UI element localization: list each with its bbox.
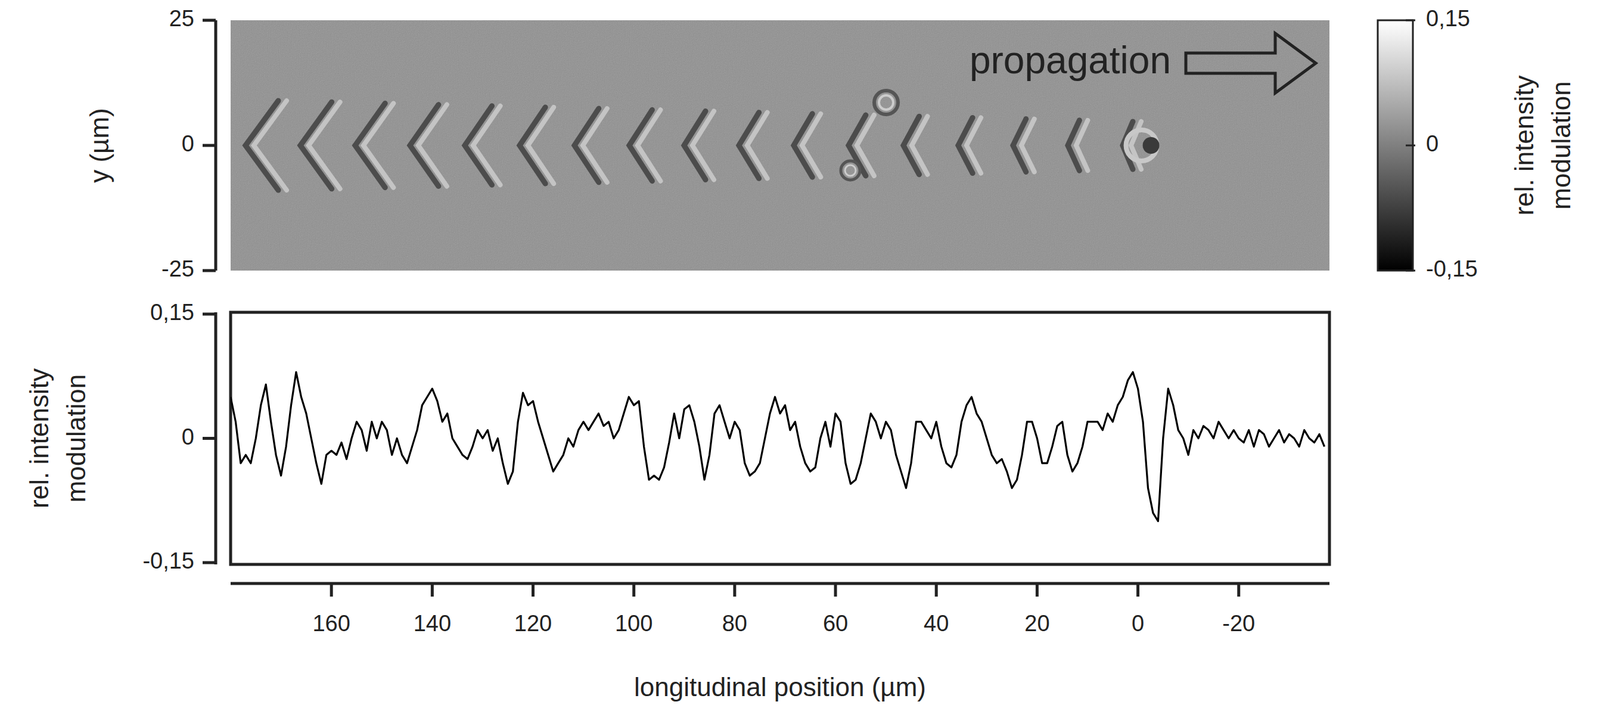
fringe-light [911, 116, 928, 175]
y-tick-label: 0 [181, 131, 195, 157]
y-tick-label: -25 [161, 256, 195, 282]
fringe-light [308, 101, 341, 189]
fringe-light [747, 112, 768, 179]
fringe-dark [574, 108, 599, 183]
y-tick [202, 312, 216, 316]
x-tick-label: 0 [1131, 610, 1145, 636]
fringe-light [582, 108, 608, 183]
y-tick [202, 269, 216, 273]
ring-dark [1142, 137, 1160, 154]
image-noise [230, 20, 1330, 271]
fringe-light [1076, 120, 1088, 171]
y-tick [202, 19, 216, 23]
fringe-light [363, 103, 394, 188]
fringe-dark [409, 104, 439, 187]
colorbar-tick-label: 0,15 [1425, 5, 1471, 31]
y-tick-label: 25 [169, 5, 195, 31]
x-tick [1237, 583, 1241, 597]
title-line: rel. intensity [24, 368, 54, 509]
x-tick [531, 583, 535, 597]
fringe-dark [519, 107, 546, 184]
x-tick [1035, 583, 1039, 597]
x-tick [834, 583, 838, 597]
fringe-light [966, 117, 981, 173]
fringe-light [802, 113, 821, 177]
colorbar-tick-label: -0,15 [1425, 256, 1478, 282]
fringe-light [637, 109, 661, 181]
colorbar-tick [1405, 19, 1416, 22]
y-axis-title: rel. intensitymodulation [24, 368, 91, 509]
figure: propagation 25 0 -25 y (µm) 0,15 0 -0,15 rel. in… [0, 0, 1600, 714]
fringe-dark [629, 109, 652, 181]
title-line: modulation [61, 374, 91, 503]
colorbar-tick [1405, 269, 1416, 272]
x-tick [430, 583, 434, 597]
x-tick-label: 120 [514, 610, 552, 636]
title-line: modulation [1546, 81, 1576, 210]
y-tick [202, 144, 216, 148]
fringe-light [473, 106, 501, 186]
x-tick-label: 140 [413, 610, 452, 636]
fringe-light [527, 107, 554, 184]
y-tick-label: 0 [181, 424, 195, 450]
x-axis [230, 582, 1330, 586]
fringe-dark [355, 103, 385, 188]
y-axis-title: y (µm) [84, 107, 114, 183]
intensity-line [230, 371, 1325, 521]
x-tick-label: 60 [822, 610, 848, 636]
title-line: rel. intensity [1509, 75, 1539, 216]
particle [874, 90, 899, 115]
y-tick-label: 0,15 [150, 299, 195, 325]
fringe-dark [464, 106, 493, 186]
x-tick-label: 100 [614, 610, 653, 636]
plot-frame [230, 312, 1330, 565]
y-tick [202, 561, 216, 565]
x-tick-label: 80 [722, 610, 748, 636]
particle [878, 95, 894, 110]
fringe-light [418, 104, 447, 187]
fringe-light [692, 111, 714, 180]
x-tick-label: -20 [1222, 610, 1255, 636]
colorbar-title: rel. intensitymodulation [1509, 75, 1576, 216]
x-tick-label: 20 [1024, 610, 1050, 636]
x-tick [330, 583, 334, 597]
x-tick-label: 160 [312, 610, 350, 636]
particle [844, 165, 856, 176]
fringe-dark [245, 100, 279, 191]
x-axis-title: longitudinal position (µm) [634, 672, 927, 702]
propagation-arrow [1185, 33, 1316, 93]
x-tick [934, 583, 938, 597]
colorbar-tick-label: 0 [1425, 131, 1439, 157]
x-tick [632, 583, 636, 597]
y-tick-label: -0,15 [142, 548, 195, 574]
image-ground [230, 20, 1330, 271]
particle [840, 160, 860, 180]
x-tick [732, 583, 736, 597]
colorbar-tick [1405, 144, 1416, 147]
plot-area [230, 371, 1325, 521]
fringe-dark [300, 101, 332, 189]
micrograph [230, 20, 1330, 271]
y-tick [202, 436, 216, 440]
x-tick-label: 40 [923, 610, 949, 636]
fringe-light [253, 100, 287, 191]
fringe-light [1021, 119, 1035, 173]
x-tick [1136, 583, 1140, 597]
annotation: propagation [969, 38, 1171, 82]
